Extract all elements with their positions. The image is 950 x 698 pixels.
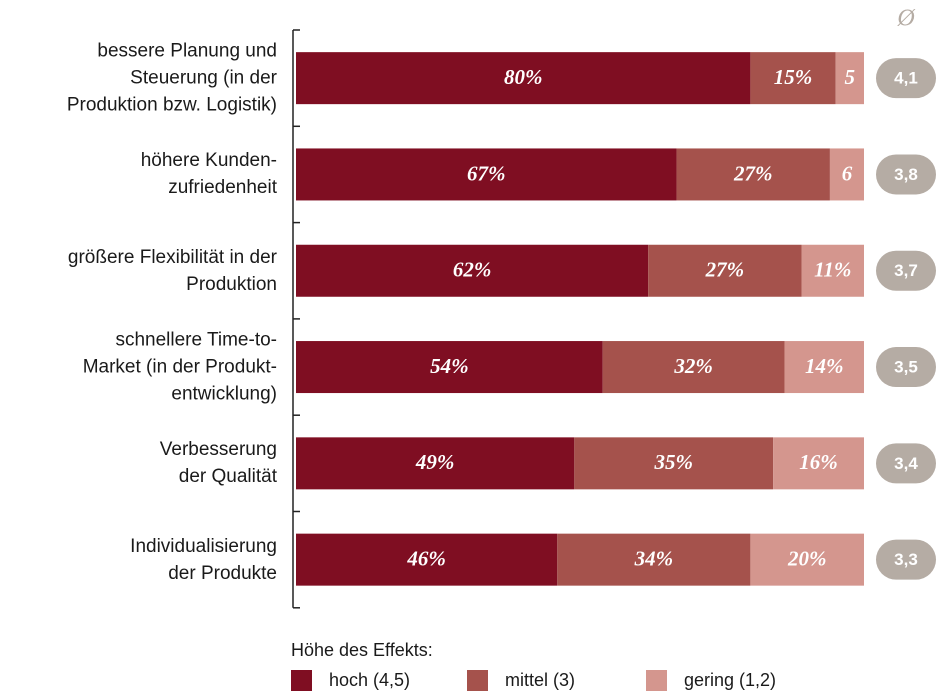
category-label: Verbesserung der Qualität — [159, 439, 277, 488]
bar-segment — [829, 148, 864, 201]
value-label: 14% — [805, 354, 844, 378]
bar-segment — [296, 244, 649, 297]
bar-segment — [750, 52, 836, 105]
average-pill — [876, 154, 936, 195]
average-label: 4,1 — [894, 69, 918, 88]
legend-swatch — [646, 670, 667, 691]
legend-label: gering (1,2) — [684, 670, 776, 690]
bar-segment — [648, 244, 802, 297]
average-symbol: Ø — [896, 6, 916, 32]
average-pill — [876, 347, 936, 388]
value-label: 16% — [799, 450, 838, 474]
average-label: 3,7 — [894, 261, 918, 280]
value-label: 20% — [787, 546, 827, 570]
value-label: 67% — [467, 161, 506, 185]
value-label: 49% — [415, 450, 455, 474]
value-label: 35% — [653, 450, 693, 474]
bar-segment — [296, 341, 603, 394]
average-label: 3,5 — [894, 358, 918, 377]
category-label: Individualisierung der Produkte — [130, 535, 277, 584]
value-label: 5 — [845, 65, 856, 89]
bar-segment — [296, 437, 575, 490]
value-label: 32% — [673, 354, 713, 378]
bar-segment — [557, 533, 751, 586]
average-pill — [876, 250, 936, 291]
bar-segment — [835, 52, 864, 105]
bar-segment — [784, 341, 864, 394]
bar-segment — [296, 533, 558, 586]
value-label: 27% — [705, 258, 745, 282]
value-label: 15% — [774, 65, 813, 89]
bar-segment — [296, 52, 751, 105]
legend-title: Höhe des Effekts: — [291, 640, 433, 660]
average-label: 3,3 — [894, 550, 918, 569]
average-label: 3,4 — [894, 454, 918, 473]
legend-label: mittel (3) — [505, 670, 575, 690]
value-label: 80% — [504, 65, 543, 89]
value-label: 6 — [842, 161, 853, 185]
average-pill — [876, 539, 936, 580]
average-label: 3,8 — [894, 165, 918, 184]
category-label: bessere Planung und Steuerung (in der Pr… — [66, 40, 277, 116]
value-label: 54% — [430, 354, 469, 378]
bar-segment — [773, 437, 864, 490]
value-label: 11% — [814, 258, 851, 282]
average-pill — [876, 58, 936, 99]
value-label: 62% — [453, 258, 492, 282]
bar-segment — [602, 341, 785, 394]
bar-segment — [801, 244, 864, 297]
value-label: 46% — [406, 546, 446, 570]
bar-segment — [574, 437, 774, 490]
category-label: schnellere Time-to- Market (in der Produ… — [82, 329, 277, 405]
value-label: 27% — [733, 161, 773, 185]
average-pill — [876, 443, 936, 484]
bar-segment — [296, 148, 677, 201]
bar-segment — [676, 148, 830, 201]
value-label: 34% — [634, 546, 674, 570]
legend-label: hoch (4,5) — [329, 670, 410, 690]
bar-segment — [750, 533, 864, 586]
legend-swatch — [467, 670, 488, 691]
category-label: größere Flexibilität in der Produktion — [67, 246, 277, 295]
category-label: höhere Kunden- zufriedenheit — [140, 150, 277, 199]
legend-swatch — [291, 670, 312, 691]
